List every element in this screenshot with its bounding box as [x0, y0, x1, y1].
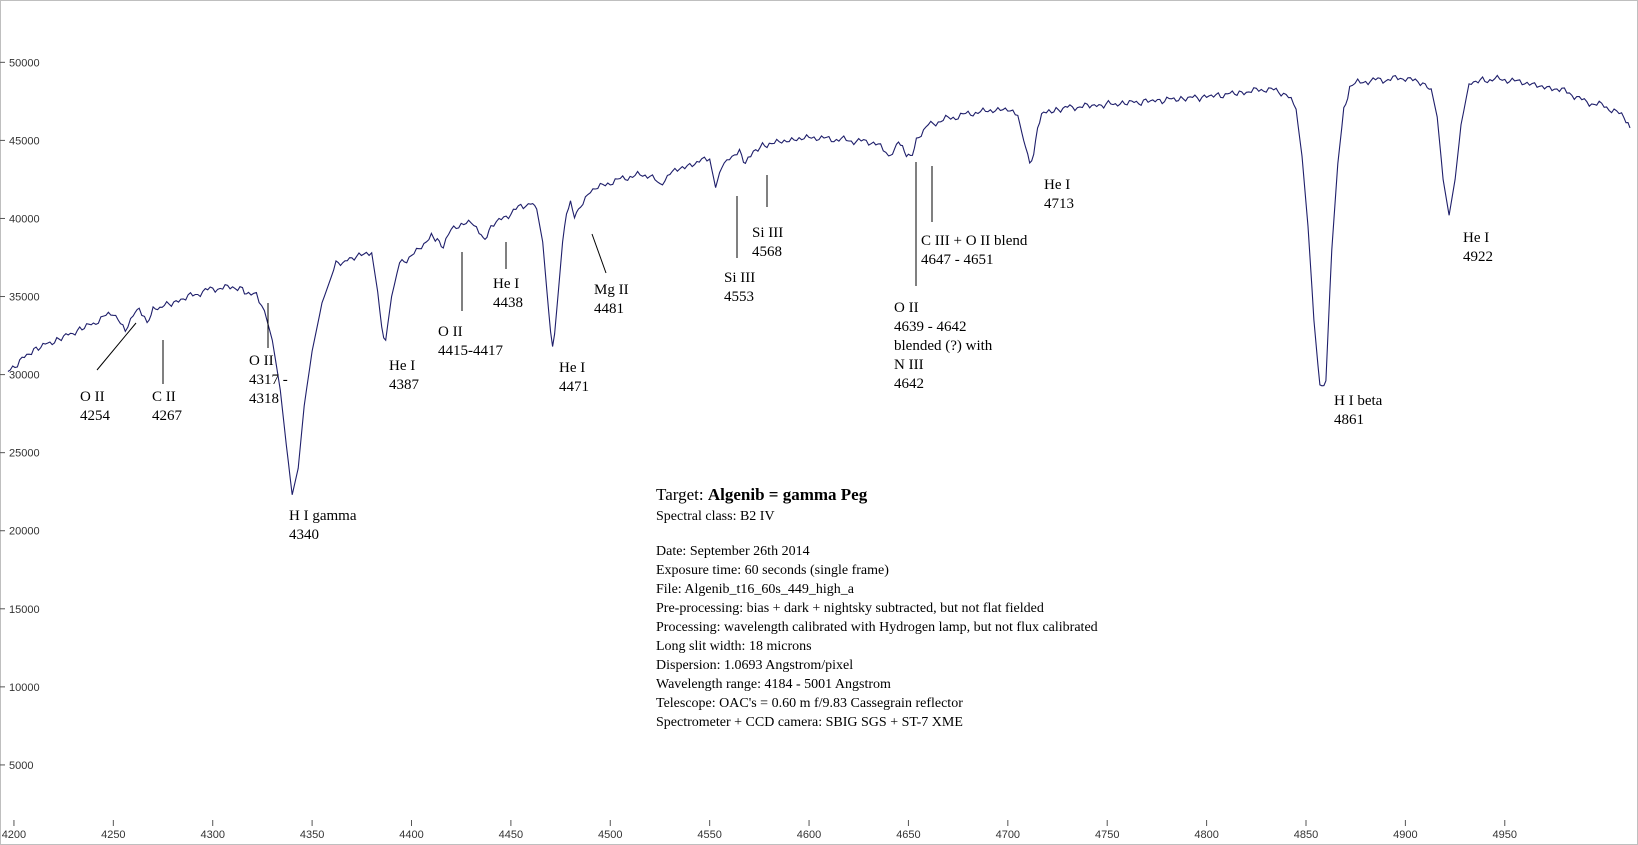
annotation-label: O II	[894, 300, 919, 316]
annotation-label: 4922	[1463, 249, 1493, 265]
x-tick-label: 4250	[101, 829, 125, 841]
info-detail-line: Date: September 26th 2014	[656, 544, 810, 559]
annotation-label: He I	[559, 360, 585, 376]
annotation-leader	[591, 233, 607, 274]
annotation-label: 4438	[493, 295, 523, 311]
annotation-leader	[96, 322, 137, 371]
annotation-label: He I	[1044, 177, 1070, 193]
info-detail-line: Pre-processing: bias + dark + nightsky s…	[656, 601, 1044, 616]
y-tick-label: 15000	[9, 604, 40, 616]
annotation-label: 4481	[594, 301, 624, 317]
x-tick-label: 4400	[399, 829, 423, 841]
info-detail-line: Wavelength range: 4184 - 5001 Angstrom	[656, 677, 891, 692]
info-detail-line: Spectrometer + CCD camera: SBIG SGS + ST…	[656, 715, 963, 730]
annotation-label: 4317 -	[249, 372, 288, 388]
annotation-label: H I beta	[1334, 393, 1383, 409]
annotation-label: 4340	[289, 527, 319, 543]
annotation-label: He I	[1463, 230, 1489, 246]
annotation-label: O II	[80, 389, 105, 405]
x-tick-label: 4200	[2, 829, 26, 841]
annotation-label: 4254	[80, 408, 111, 424]
y-tick-label: 20000	[9, 526, 40, 538]
x-tick-label: 4700	[996, 829, 1020, 841]
annotation-label: He I	[493, 276, 519, 292]
y-tick-label: 25000	[9, 448, 40, 460]
annotation-label: 4471	[559, 379, 589, 395]
x-tick-label: 4850	[1294, 829, 1318, 841]
annotation-label: 4861	[1334, 412, 1364, 428]
info-detail-line: Telescope: OAC's = 0.60 m f/9.83 Cassegr…	[656, 696, 963, 711]
info-detail-line: Long slit width: 18 microns	[656, 639, 812, 654]
y-axis: 5000 10000 15000 20000 25000 30000 35000 40000 4…	[0, 57, 40, 772]
annotation-label: H I gamma	[289, 508, 357, 524]
annotation-label: 4647 - 4651	[921, 252, 994, 268]
annotation-label: 4387	[389, 377, 420, 393]
info-spectral-class: Spectral class: B2 IV	[656, 509, 775, 524]
x-tick-label: 4950	[1493, 829, 1517, 841]
x-tick-label: 4550	[697, 829, 721, 841]
y-tick-label: 30000	[9, 370, 40, 382]
y-tick-label: 10000	[9, 682, 40, 694]
x-tick-label: 4600	[797, 829, 821, 841]
annotation-label: Si III	[752, 225, 783, 241]
x-tick-label: 4900	[1393, 829, 1417, 841]
spectrum-line	[7, 74, 1631, 495]
y-tick-label: 40000	[9, 213, 40, 225]
info-title-target: Algenib = gamma Peg	[708, 485, 868, 504]
x-tick-label: 4650	[896, 829, 920, 841]
annotation-label: 4267	[152, 408, 183, 424]
annotation-label: 4318	[249, 391, 279, 407]
info-box: Target: Algenib = gamma Peg Spectral clas…	[656, 485, 1098, 730]
annotation-label: He I	[389, 358, 415, 374]
x-tick-label: 4500	[598, 829, 622, 841]
annotation-label: O II	[249, 353, 274, 369]
line-annotations: O II 4254 C II 4267 O II 4317 - 4318 H I gamma 4…	[80, 162, 1493, 543]
annotation-label: Mg II	[594, 282, 629, 298]
y-tick-label: 5000	[9, 760, 33, 772]
annotation-label: 4713	[1044, 196, 1074, 212]
annotation-label: Si III	[724, 270, 755, 286]
x-tick-label: 4450	[499, 829, 523, 841]
info-detail-line: Dispersion: 1.0693 Angstrom/pixel	[656, 658, 853, 673]
annotation-label: 4642	[894, 376, 924, 392]
y-tick-label: 50000	[9, 57, 40, 69]
annotation-label: 4639 - 4642	[894, 319, 967, 335]
info-title-prefix: Target:	[656, 485, 708, 504]
annotation-label: blended (?) with	[894, 338, 993, 354]
annotation-label: 4568	[752, 244, 782, 260]
annotation-label: 4553	[724, 289, 754, 305]
x-tick-label: 4350	[300, 829, 324, 841]
x-axis: 4200 4250 4300 4350 4400 4450 4500 4550 4600 4650…	[2, 820, 1517, 841]
x-tick-label: 4800	[1194, 829, 1218, 841]
spectrum-series	[7, 74, 1631, 495]
annotation-label: N III	[894, 357, 924, 373]
y-tick-label: 35000	[9, 292, 40, 304]
info-title: Target: Algenib = gamma Peg	[656, 485, 868, 504]
info-detail-line: File: Algenib_t16_60s_449_high_a	[656, 582, 855, 597]
y-tick-label: 45000	[9, 135, 40, 147]
x-tick-label: 4750	[1095, 829, 1119, 841]
info-detail-line: Exposure time: 60 seconds (single frame)	[656, 563, 889, 578]
annotation-label: 4415-4417	[438, 343, 503, 359]
annotation-label: C II	[152, 389, 176, 405]
x-tick-label: 4300	[200, 829, 224, 841]
annotation-label: O II	[438, 324, 463, 340]
info-detail-line: Processing: wavelength calibrated with H…	[656, 620, 1098, 635]
annotation-label: C III + O II blend	[921, 233, 1028, 249]
